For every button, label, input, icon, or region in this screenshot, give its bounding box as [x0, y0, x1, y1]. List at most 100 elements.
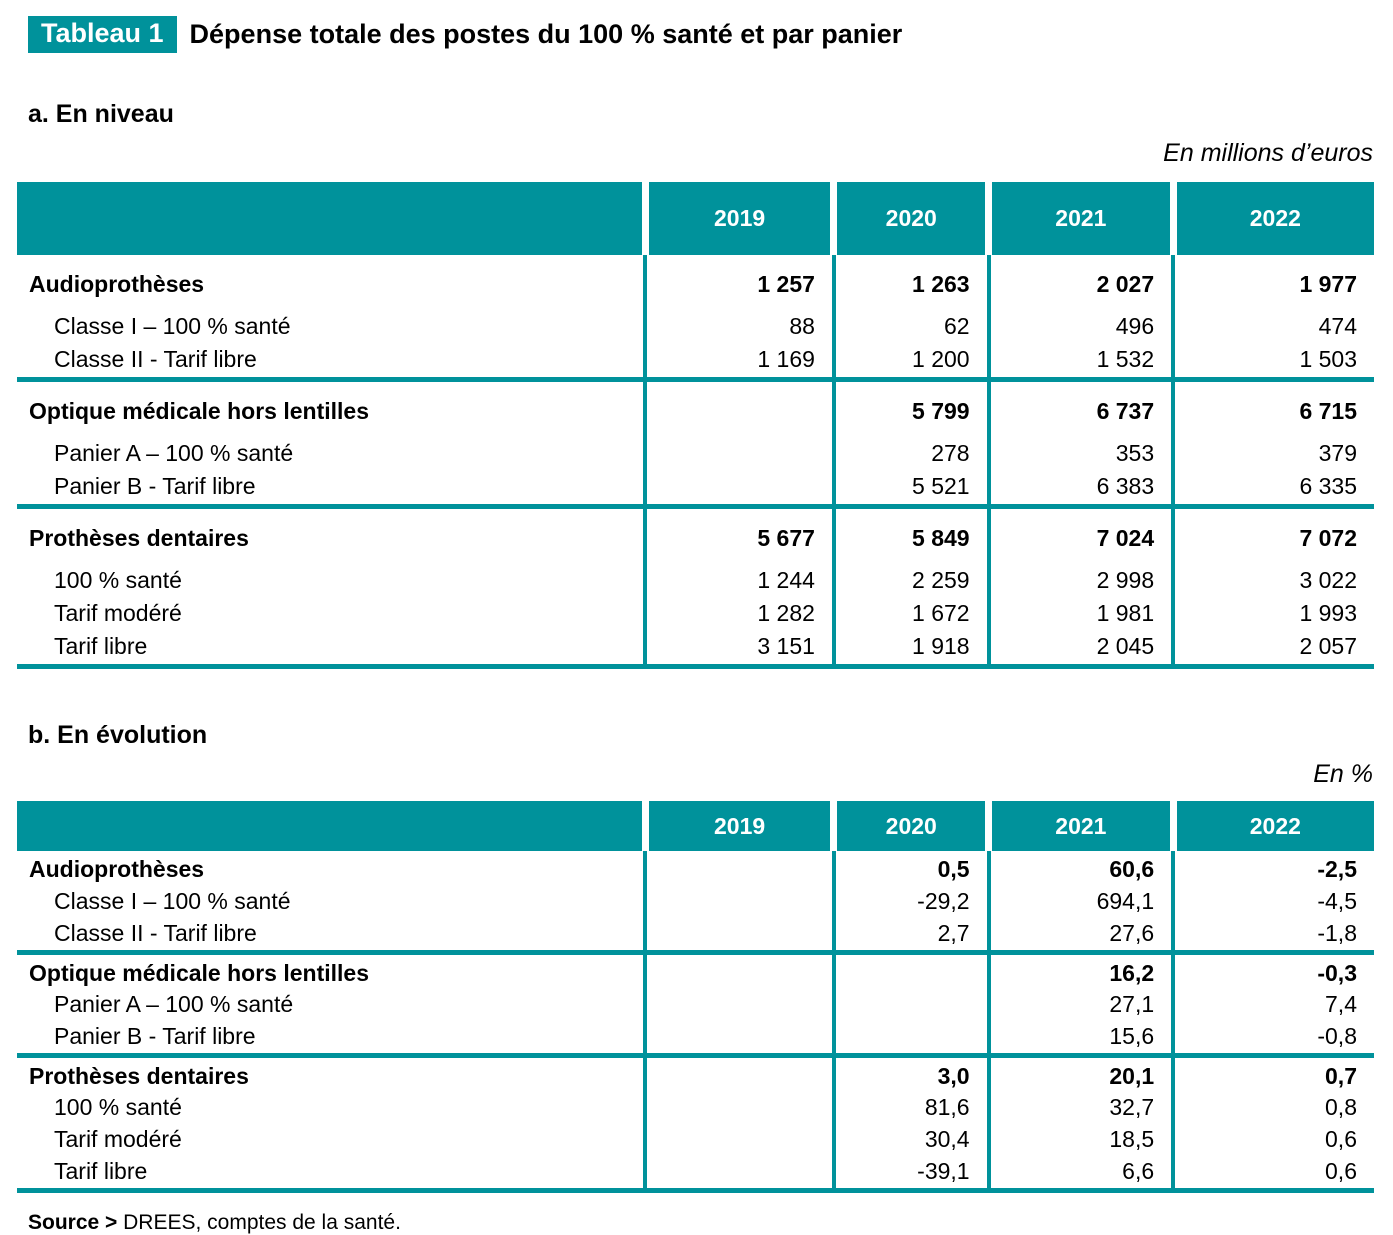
value-cell: 27,1 — [986, 988, 1174, 1021]
value-cell: 0,7 — [1171, 1055, 1374, 1092]
header-spacer-cell — [17, 182, 646, 255]
value-cell: 1 503 — [1171, 344, 1374, 383]
value-cell: 30,4 — [831, 1123, 989, 1156]
value-cell — [643, 917, 834, 955]
year-header-cell: 2022 — [1169, 801, 1374, 852]
table-row-sub: 100 % santé 81,6 32,7 0,8 — [17, 1091, 1374, 1124]
value-cell: 6 383 — [986, 471, 1174, 510]
value-cell — [643, 885, 834, 918]
value-cell: 7 072 — [1171, 506, 1374, 560]
row-label: Tarif modéré — [54, 1125, 182, 1152]
table-row-sub: Tarif libre -39,1 6,6 0,6 — [17, 1155, 1374, 1193]
value-cell: 20,1 — [986, 1055, 1174, 1092]
table-row-sub: 100 % santé 1 244 2 259 2 998 3 022 — [17, 559, 1374, 599]
value-cell: 1 918 — [831, 631, 989, 670]
source-text: DREES, comptes de la santé. — [123, 1210, 401, 1234]
value-cell: 5 521 — [831, 471, 989, 510]
table-number-badge: Tableau 1 — [28, 16, 177, 53]
table-row-group: Optique médicale hors lentilles 5 799 6 73… — [17, 379, 1374, 433]
row-label: Optique médicale hors lentilles — [29, 398, 369, 425]
row-label: Tarif modéré — [54, 600, 182, 627]
table-row-sub: Tarif modéré 30,4 18,5 0,6 — [17, 1123, 1374, 1156]
value-cell: 1 282 — [643, 598, 834, 632]
table-row-sub: Classe I – 100 % santé -29,2 694,1 -4,5 — [17, 885, 1374, 918]
page-title: Dépense totale des postes du 100 % santé… — [189, 19, 903, 50]
value-cell: 5 849 — [831, 506, 989, 560]
value-cell: 353 — [986, 432, 1174, 472]
table-row-sub: Classe I – 100 % santé 88 62 496 474 — [17, 305, 1374, 345]
row-label: Tarif libre — [17, 1155, 646, 1193]
value-cell: 1 169 — [643, 344, 834, 383]
section-b-unit-label: En % — [1313, 760, 1373, 789]
value-cell: 1 532 — [986, 344, 1174, 383]
value-cell: 1 977 — [1171, 255, 1374, 306]
value-cell: 6,6 — [986, 1155, 1174, 1193]
table-row-sub: Panier B - Tarif libre 15,6 -0,8 — [17, 1020, 1374, 1058]
value-cell — [643, 952, 834, 989]
value-cell: -29,2 — [831, 885, 989, 918]
value-cell: 474 — [1171, 305, 1374, 345]
value-cell: 2,7 — [831, 917, 989, 955]
value-cell: 6 715 — [1171, 379, 1374, 433]
table-row-sub: Panier A – 100 % santé 278 353 379 — [17, 432, 1374, 472]
value-cell: 5 799 — [831, 379, 989, 433]
value-cell: 694,1 — [986, 885, 1174, 918]
year-header-cell: 2019 — [641, 801, 834, 852]
table-row-sub: Panier A – 100 % santé 27,1 7,4 — [17, 988, 1374, 1021]
value-cell: 5 677 — [643, 506, 834, 560]
year-header-row: 2019 2020 2021 2022 — [17, 182, 1374, 255]
year-header-cell: 2021 — [985, 801, 1174, 852]
value-cell: 16,2 — [986, 952, 1174, 989]
value-cell — [831, 1020, 989, 1058]
value-cell: 1 200 — [831, 344, 989, 383]
value-cell: 27,6 — [986, 917, 1174, 955]
value-cell: 496 — [986, 305, 1174, 345]
value-cell: 7,4 — [1171, 988, 1374, 1021]
section-a-unit-label: En millions d’euros — [1163, 139, 1373, 167]
year-header-cell: 2020 — [830, 182, 989, 255]
value-cell: 18,5 — [986, 1123, 1174, 1156]
value-cell — [643, 988, 834, 1021]
year-header-cell: 2020 — [830, 801, 989, 852]
value-cell: -4,5 — [1171, 885, 1374, 918]
value-cell: 81,6 — [831, 1091, 989, 1124]
value-cell: 0,5 — [831, 851, 989, 886]
value-cell: 1 244 — [643, 559, 834, 599]
value-cell: 1 672 — [831, 598, 989, 632]
source-line: Source > DREES, comptes de la santé. — [28, 1211, 1374, 1235]
section-b-heading: b. En évolution — [28, 721, 208, 750]
value-cell: -1,8 — [1171, 917, 1374, 955]
value-cell: 88 — [643, 305, 834, 345]
source-label: Source > — [28, 1210, 118, 1234]
value-cell: 7 024 — [986, 506, 1174, 560]
table-row-sub: Classe II - Tarif libre 1 169 1 200 1 532 1 … — [17, 344, 1374, 383]
header-spacer-cell — [17, 801, 646, 852]
table-row-group: Optique médicale hors lentilles 16,2 -0,3 — [17, 952, 1374, 989]
row-label: Panier B - Tarif libre — [17, 471, 646, 510]
value-cell: 3 022 — [1171, 559, 1374, 599]
value-cell — [643, 1055, 834, 1092]
value-cell: 15,6 — [986, 1020, 1174, 1058]
table-row-sub: Classe II - Tarif libre 2,7 27,6 -1,8 — [17, 917, 1374, 955]
row-label: 100 % santé — [54, 567, 182, 594]
table-row-group: Prothèses dentaires 5 677 5 849 7 024 7 072 — [17, 506, 1374, 560]
value-cell: 1 981 — [986, 598, 1174, 632]
row-label: Tarif libre — [17, 631, 646, 670]
table-row-sub: Panier B - Tarif libre 5 521 6 383 6 335 — [17, 471, 1374, 510]
row-label: Panier A – 100 % santé — [54, 990, 294, 1017]
row-label: Classe II - Tarif libre — [17, 917, 646, 955]
row-label: Classe I – 100 % santé — [54, 887, 291, 914]
table-row-group: Audioprothèses 0,5 60,6 -2,5 — [17, 851, 1374, 886]
value-cell: 32,7 — [986, 1091, 1174, 1124]
value-cell — [831, 952, 989, 989]
table-en-niveau: 2019 2020 2021 2022 Audioprothèses 1 257 1 263… — [17, 182, 1374, 670]
row-label: Classe II - Tarif libre — [17, 344, 646, 383]
row-label: Prothèses dentaires — [29, 525, 249, 552]
value-cell: 0,6 — [1171, 1155, 1374, 1193]
value-cell: 2 057 — [1171, 631, 1374, 670]
value-cell: 3,0 — [831, 1055, 989, 1092]
table-title-row: Tableau 1 Dépense totale des postes du 1… — [28, 16, 1374, 53]
value-cell: -2,5 — [1171, 851, 1374, 886]
value-cell: 1 263 — [831, 255, 989, 306]
value-cell — [643, 1091, 834, 1124]
